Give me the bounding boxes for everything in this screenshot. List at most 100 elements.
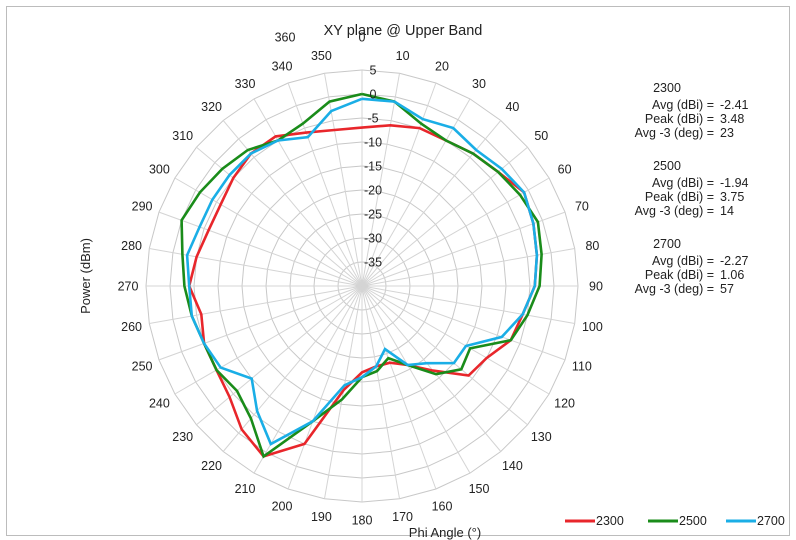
angle-tick-label: 230 bbox=[172, 430, 193, 444]
grid-spoke bbox=[361, 285, 471, 474]
angle-tick-label: 70 bbox=[575, 200, 589, 214]
angle-tick-label: 0 bbox=[359, 31, 366, 45]
stats-band-label: 2500 bbox=[653, 159, 681, 173]
angle-tick-label: 330 bbox=[235, 77, 256, 91]
angle-tick-label: 250 bbox=[132, 360, 153, 374]
chart-frame bbox=[6, 6, 790, 536]
radial-tick-label: -15 bbox=[364, 160, 382, 174]
angle-tick-label: 90 bbox=[589, 280, 603, 294]
angle-tick-label: 300 bbox=[149, 163, 170, 177]
angle-tick-label: 200 bbox=[272, 499, 293, 513]
radial-tick-label: -25 bbox=[364, 208, 382, 222]
radial-tick-label: -30 bbox=[364, 232, 382, 246]
grid-spoke bbox=[196, 285, 363, 426]
grid-spoke bbox=[222, 120, 363, 287]
stats-band-label: 2300 bbox=[653, 81, 681, 95]
grid-spoke bbox=[361, 177, 550, 287]
angle-labels: 0102030405060708090100110120130140150160… bbox=[118, 31, 603, 528]
grid-spoke bbox=[361, 98, 471, 287]
grid-spoke bbox=[253, 98, 363, 287]
grid-spoke bbox=[361, 285, 550, 395]
grid-spoke bbox=[361, 73, 400, 287]
angle-tick-label: 80 bbox=[585, 239, 599, 253]
radial-tick-label: -20 bbox=[364, 184, 382, 198]
angle-tick-label: 40 bbox=[505, 100, 519, 114]
angle-tick-label: 50 bbox=[534, 129, 548, 143]
grid-spoke bbox=[158, 285, 363, 361]
grid-spoke bbox=[361, 285, 528, 426]
grid-spoke bbox=[149, 285, 363, 324]
angle-tick-label: 210 bbox=[235, 482, 256, 496]
grid-spoke bbox=[222, 285, 363, 452]
series-layer bbox=[180, 92, 543, 459]
legend-label: 2500 bbox=[679, 514, 707, 528]
grid-spoke bbox=[361, 120, 502, 287]
stats-label-peak: Peak (dBi) = bbox=[645, 112, 714, 126]
angle-tick-label: 30 bbox=[472, 77, 486, 91]
legend-label: 2700 bbox=[757, 514, 785, 528]
stats-label-peak: Peak (dBi) = bbox=[645, 268, 714, 282]
angle-tick-label: 290 bbox=[132, 200, 153, 214]
stats-value-avg: -2.27 bbox=[720, 254, 749, 268]
stats-label-avg: Avg (dBi) = bbox=[652, 254, 714, 268]
stats-label-avg3: Avg -3 (deg) = bbox=[635, 282, 714, 296]
y-axis-label: Power (dBm) bbox=[78, 238, 93, 314]
grid-spoke bbox=[174, 285, 363, 395]
grid-spoke bbox=[149, 248, 363, 287]
chart-title: XY plane @ Upper Band bbox=[324, 23, 483, 39]
angle-tick-label: 270 bbox=[118, 280, 139, 294]
stats-label-peak: Peak (dBi) = bbox=[645, 190, 714, 204]
radial-tick-label: -35 bbox=[364, 256, 382, 270]
grid-spoke bbox=[361, 285, 566, 361]
grid-spoke bbox=[361, 285, 502, 452]
angle-tick-label: 60 bbox=[558, 163, 572, 177]
angle-tick-label: 360 bbox=[275, 31, 296, 45]
stats-value-avg: -1.94 bbox=[720, 176, 749, 190]
stats-value-peak: 3.75 bbox=[720, 190, 744, 204]
grid-spoke bbox=[361, 285, 400, 499]
angle-tick-label: 280 bbox=[121, 239, 142, 253]
stats-label-avg3: Avg -3 (deg) = bbox=[635, 204, 714, 218]
angle-tick-label: 150 bbox=[469, 482, 490, 496]
radial-tick-label: 5 bbox=[370, 64, 377, 78]
grid-spoke bbox=[196, 146, 363, 287]
grid-spoke bbox=[324, 73, 363, 287]
angle-tick-label: 130 bbox=[531, 430, 552, 444]
angle-tick-label: 10 bbox=[396, 49, 410, 63]
stats-value-avg3: 14 bbox=[720, 204, 734, 218]
stats-value-peak: 1.06 bbox=[720, 268, 744, 282]
angle-tick-label: 320 bbox=[201, 100, 222, 114]
stats-label-avg: Avg (dBi) = bbox=[652, 98, 714, 112]
grid-spoke bbox=[361, 285, 575, 324]
angle-tick-label: 160 bbox=[432, 499, 453, 513]
grid-spoke bbox=[158, 211, 363, 287]
grid-spoke bbox=[361, 285, 437, 490]
stats-panel: 2300 Avg (dBi) = -2.41 Peak (dBi) = 3.48 Avg … bbox=[635, 81, 749, 296]
angle-tick-label: 140 bbox=[502, 459, 523, 473]
angle-tick-label: 220 bbox=[201, 459, 222, 473]
grid-spoke bbox=[287, 82, 363, 287]
angle-tick-label: 110 bbox=[572, 360, 592, 374]
polar-grid bbox=[145, 69, 579, 503]
grid-spoke bbox=[287, 285, 363, 490]
angle-tick-label: 170 bbox=[392, 510, 413, 524]
angle-tick-label: 190 bbox=[311, 510, 332, 524]
angle-tick-label: 340 bbox=[272, 60, 293, 74]
stats-value-avg3: 57 bbox=[720, 282, 734, 296]
radial-tick-label: -5 bbox=[367, 112, 378, 126]
stats-value-avg3: 23 bbox=[720, 126, 734, 140]
angle-tick-label: 310 bbox=[172, 129, 193, 143]
grid-spoke bbox=[174, 177, 363, 287]
legend-label: 2300 bbox=[596, 514, 624, 528]
legend: 2300 2500 2700 bbox=[565, 514, 785, 528]
stats-value-peak: 3.48 bbox=[720, 112, 744, 126]
angle-tick-label: 350 bbox=[311, 49, 332, 63]
angle-tick-label: 260 bbox=[121, 320, 142, 334]
grid-spoke bbox=[361, 248, 575, 287]
angle-tick-label: 100 bbox=[582, 320, 603, 334]
radial-tick-label: 0 bbox=[370, 88, 377, 102]
x-axis-label: Phi Angle (°) bbox=[409, 525, 481, 540]
angle-tick-label: 180 bbox=[352, 514, 373, 528]
radial-labels: 5 0 -5 -10 -15 -20 -25 -30 -35 bbox=[364, 64, 382, 270]
grid-spoke bbox=[361, 211, 566, 287]
